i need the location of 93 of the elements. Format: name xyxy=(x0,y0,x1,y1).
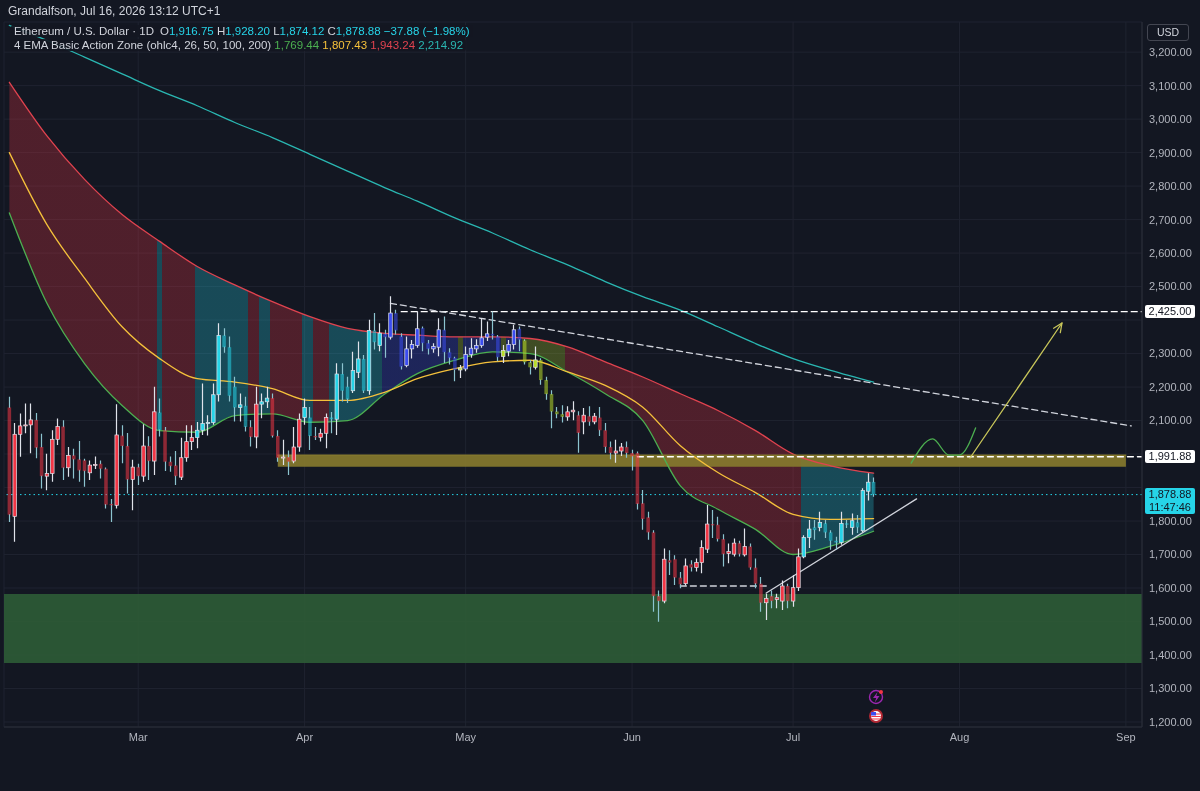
candlestick xyxy=(641,489,645,530)
ref-line-label: 1,878.88 xyxy=(1147,488,1193,502)
y-tick-label: 2,300.00 xyxy=(1149,347,1192,360)
candlestick xyxy=(136,463,140,486)
chart-subtitle: Grandalfson, Jul 16, 2026 13:12 UTC+1 xyxy=(8,4,221,18)
candlestick xyxy=(72,448,76,479)
candlestick xyxy=(667,550,672,575)
x-tick-label: May xyxy=(455,730,477,743)
line-series xyxy=(8,24,875,383)
candlestick xyxy=(544,376,548,400)
x-tick-label: Mar xyxy=(128,730,148,743)
candlestick xyxy=(528,360,532,375)
candlestick xyxy=(539,359,543,385)
y-tick-label: 1,800.00 xyxy=(1149,514,1192,527)
y-tick-label: 2,500.00 xyxy=(1149,280,1192,293)
text: O1,916.75 H1,928.20 L1,874.12 C1,878.88 −37.88 (−1.98%) xyxy=(159,25,470,37)
candlestick xyxy=(174,451,178,486)
candlestick xyxy=(61,420,65,481)
y-tick-label: 1,200.00 xyxy=(1149,715,1192,728)
candlestick xyxy=(340,363,344,402)
y-tick-label: 1,600.00 xyxy=(1149,581,1192,594)
y-tick-label: 2,600.00 xyxy=(1149,247,1192,259)
candlestick xyxy=(383,329,387,358)
candlestick xyxy=(603,422,607,453)
candlestick xyxy=(275,430,280,462)
y-tick-label: 2,800.00 xyxy=(1149,180,1192,193)
y-tick-label: 3,200.00 xyxy=(1149,46,1192,59)
candlestick xyxy=(104,468,108,509)
y-tick-label: 3,000.00 xyxy=(1149,113,1192,126)
candlestick xyxy=(152,386,157,476)
series-label: 2,425.00 xyxy=(1145,305,1195,319)
x-tick-label: Aug xyxy=(949,730,970,743)
candlestick xyxy=(233,376,237,422)
candlestick xyxy=(114,404,119,509)
y-tick-label: 1,400.00 xyxy=(1149,648,1192,661)
candlestick xyxy=(689,560,693,572)
candlestick xyxy=(447,348,452,365)
candlestick xyxy=(581,407,586,435)
candlestick xyxy=(759,577,763,612)
candlestick xyxy=(764,593,769,621)
candlestick xyxy=(587,406,591,426)
x-tick-label: Jul xyxy=(786,730,801,743)
candlestick xyxy=(120,425,124,464)
chart-title: Ethereum / U.S. Dollar · 1D xyxy=(14,25,154,37)
candlestick xyxy=(812,520,817,540)
text: 11:47:46 xyxy=(1148,501,1192,515)
candlestick xyxy=(844,520,849,528)
candlestick xyxy=(426,339,430,355)
candlestick xyxy=(453,357,457,382)
candlestick xyxy=(742,528,747,556)
candlestick xyxy=(394,309,398,335)
y-tick-label: 1,700.00 xyxy=(1149,548,1192,561)
x-tick-label: Apr xyxy=(296,730,314,743)
y-tick-label: 2,700.00 xyxy=(1149,213,1192,226)
line-series xyxy=(8,151,875,520)
x-tick-label: Sep xyxy=(1116,730,1136,743)
candlestick xyxy=(249,420,253,447)
y-tick-label: 2,100.00 xyxy=(1149,414,1192,427)
candlestick xyxy=(281,439,286,466)
candlestick xyxy=(630,449,634,471)
x-tick-label: Jun xyxy=(623,730,641,743)
candlestick xyxy=(334,363,339,435)
y-tick-label: 3,100.00 xyxy=(1149,79,1192,92)
candlestick xyxy=(222,328,226,353)
candlestick xyxy=(657,590,661,622)
candlestick xyxy=(673,555,677,585)
text: 4 EMA Basic Action Zone (ohlc4, 26, 50, 100, 200) 1,769.44 1,807.43 1,943.24 2,214.92 xyxy=(14,39,464,51)
candlestick xyxy=(163,426,167,472)
y-tick-label: 1,500.00 xyxy=(1149,615,1192,628)
candlestick xyxy=(141,424,146,482)
candlestick xyxy=(560,405,565,423)
candlestick xyxy=(496,336,500,362)
candlestick xyxy=(716,516,720,542)
candlestick xyxy=(34,412,38,459)
candlestick xyxy=(238,393,243,422)
candlestick xyxy=(147,436,151,481)
candlestick xyxy=(828,530,833,550)
y-tick-label: 2,900.00 xyxy=(1149,146,1192,159)
y-axis-title: USD xyxy=(1147,24,1189,41)
line-series xyxy=(8,81,875,474)
y-tick-label: 2,200.00 xyxy=(1149,380,1192,393)
candlestick xyxy=(646,511,650,540)
candlestick xyxy=(77,441,81,482)
series-label: 1,991.88 xyxy=(1145,450,1195,464)
candlestick xyxy=(399,333,403,370)
y-tick-label: 1,300.00 xyxy=(1149,682,1192,695)
line-series xyxy=(8,212,875,556)
candlestick xyxy=(308,406,312,450)
candlestick xyxy=(442,316,446,363)
candlestick xyxy=(130,459,135,511)
candlestick xyxy=(598,406,602,436)
candlestick xyxy=(748,543,752,570)
line-series xyxy=(910,427,977,464)
